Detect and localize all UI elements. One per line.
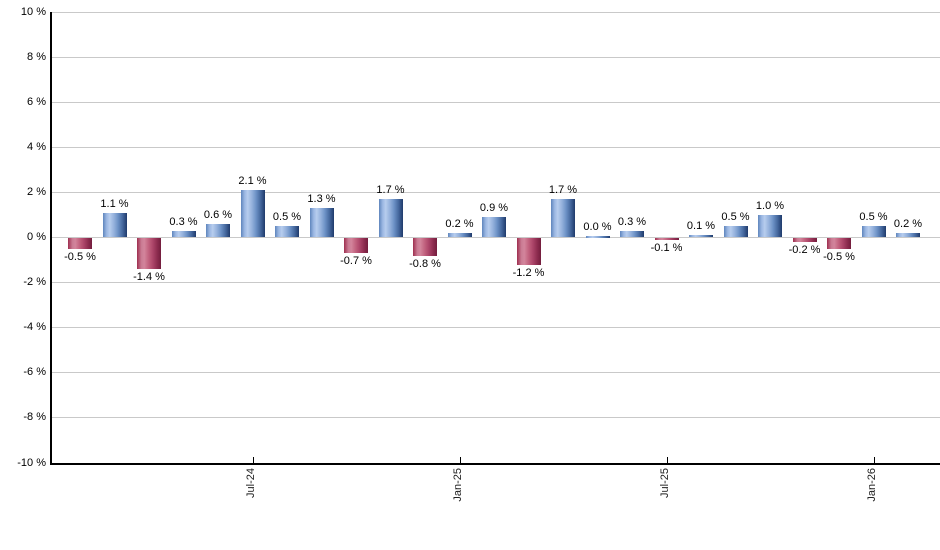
bar-Sep-24[interactable] [309,208,334,238]
gridline [50,56,940,58]
bar-Feb-24[interactable] [68,237,92,249]
bar-Mar-24[interactable] [102,212,127,238]
bar-Sep-25[interactable] [723,226,748,238]
gridline [50,327,940,329]
bar-Feb-26[interactable] [896,232,920,238]
bar-May-25[interactable] [585,236,610,238]
bar-value-label: 0.0 % [583,221,612,233]
bar-Aug-25[interactable] [689,235,713,238]
y-axis-tick-label: -10 % [17,456,46,469]
bar-value-label: 0.9 % [479,202,509,215]
y-axis-tick-label: 6 % [27,95,46,108]
y-axis-tick-label: -8 % [23,411,46,424]
bar-Oct-25[interactable] [758,214,782,238]
gridline [50,282,940,284]
bar-value-label: -0.5 % [823,250,855,263]
gridline [50,237,940,238]
bar-Feb-25[interactable] [482,217,506,238]
bar-value-label: 1.3 % [307,193,336,206]
bar-Dec-24[interactable] [413,237,437,256]
bar-value-label: 0.3 % [169,215,198,228]
bar-Nov-25[interactable] [792,237,817,242]
bar-Nov-24[interactable] [378,199,403,238]
bar-value-label: 0.5 % [272,211,302,224]
bar-Jun-25[interactable] [620,230,644,238]
x-axis-tick-label: Jan-26 [865,468,878,502]
bar-Jan-26[interactable] [861,226,886,238]
bar-Aug-24[interactable] [275,226,299,238]
bar-value-label: -0.5 % [64,250,96,263]
x-axis-tick-label: Jul-24 [244,468,257,498]
bar-Apr-24[interactable] [137,237,161,270]
bar-value-label: 1.7 % [548,184,578,197]
bar-Mar-25[interactable] [516,237,541,265]
gridline [50,146,940,148]
bar-value-label: -0.1 % [650,241,683,254]
bar-value-label: -1.2 % [512,266,545,279]
x-axis-tick [459,457,461,463]
y-axis-tick-label: 0 % [27,231,46,243]
bar-Jul-24[interactable] [240,190,265,238]
gridline [50,101,940,103]
bar-value-label: -0.8 % [409,257,441,270]
bar-value-label: -1.4 % [133,271,165,284]
y-axis-line [50,12,52,465]
bar-value-label: 0.1 % [686,220,716,233]
y-axis-tick-label: 2 % [27,185,46,198]
bar-value-label: -0.2 % [788,244,821,256]
x-axis-tick [873,457,875,463]
bar-Apr-25[interactable] [551,199,575,238]
bar-value-label: 0.3 % [617,215,647,228]
x-axis-tick-label: Jul-25 [658,468,671,498]
x-axis-tick-label: Jan-25 [451,468,464,502]
bar-value-label: 1.7 % [376,184,405,197]
y-axis-tick-label: -6 % [23,366,46,379]
y-axis-tick-label: -4 % [23,321,46,334]
gridline [50,372,940,374]
bar-value-label: 0.2 % [445,217,474,230]
bar-value-label: 0.5 % [721,211,750,224]
bar-value-label: 1.0 % [755,199,785,212]
bar-Jul-25[interactable] [654,237,679,240]
y-axis-tick-label: -2 % [23,276,46,289]
x-axis-tick [252,457,254,463]
x-axis-tick [666,457,668,463]
gridline [50,11,940,13]
bar-May-24[interactable] [171,230,196,238]
bar-value-label: 0.2 % [893,217,923,230]
gridline [50,417,940,419]
y-axis-tick-label: 8 % [27,50,46,63]
bar-value-label: 2.1 % [238,175,267,188]
bar-Dec-25[interactable] [827,237,851,249]
gridline [50,191,940,193]
y-axis-tick-label: 10 % [20,5,46,18]
bar-value-label: 0.5 % [859,211,888,224]
x-axis-line [50,463,940,465]
bar-Jan-25[interactable] [447,232,472,238]
bar-value-label: 1.1 % [100,197,129,210]
bar-value-label: -0.7 % [340,255,372,268]
bar-value-label: 0.6 % [203,208,233,221]
y-axis-tick-label: 4 % [27,140,46,153]
bar-Oct-24[interactable] [344,237,368,254]
bar-Jun-24[interactable] [206,223,230,238]
